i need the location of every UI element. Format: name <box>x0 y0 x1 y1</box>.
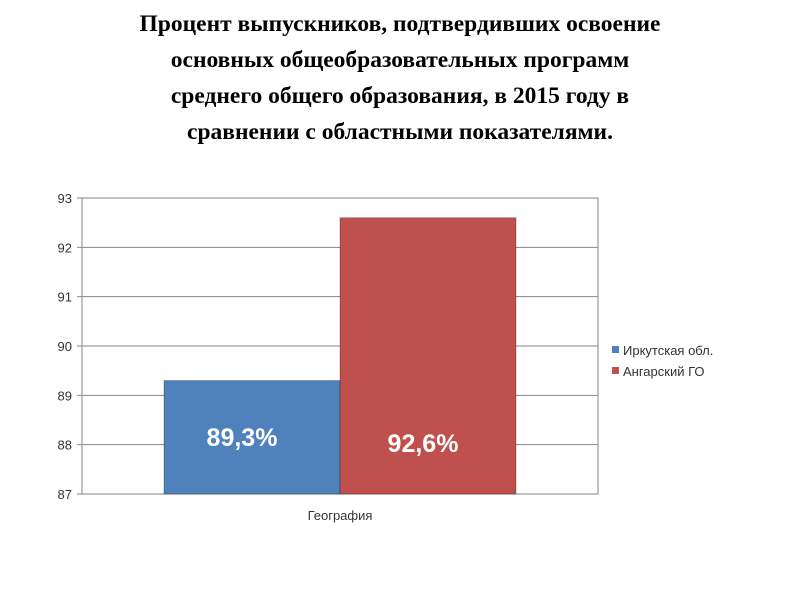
title-line-3: среднего общего образования, в 2015 году… <box>170 83 630 109</box>
y-tick-label: 88 <box>58 438 72 453</box>
y-tick-label: 89 <box>58 388 72 403</box>
x-axis: География <box>308 508 373 523</box>
legend-swatch-2 <box>612 367 619 374</box>
chart-title: Процент выпускников, подтвердивших освое… <box>40 6 760 150</box>
title-line-4: сравнении с областными показателями. <box>187 119 613 145</box>
title-line-2: основных общеобразовательных программ <box>170 47 630 73</box>
legend-swatch-1 <box>612 346 619 353</box>
data-label-2: 92,6% <box>388 430 459 458</box>
title-line-1: Процент выпускников, подтвердивших освое… <box>139 11 661 37</box>
data-label-1: 89,3% <box>207 424 278 452</box>
legend-label-1: Иркутская обл. <box>623 343 713 358</box>
y-tick-label: 93 <box>58 191 72 206</box>
y-tick-label: 90 <box>58 339 72 354</box>
bars: 89,3% 92,6% <box>163 217 517 495</box>
y-axis: 87 88 89 90 91 92 93 <box>58 191 82 502</box>
legend-label-2: Ангарский ГО <box>623 364 705 379</box>
y-tick-label: 87 <box>58 487 72 502</box>
legend: Иркутская обл. Ангарский ГО <box>612 343 713 379</box>
x-category-label: География <box>308 508 373 523</box>
bar-1 <box>163 380 341 495</box>
y-tick-label: 92 <box>58 240 72 255</box>
y-tick-label: 91 <box>58 290 72 305</box>
bar-2 <box>339 217 517 495</box>
